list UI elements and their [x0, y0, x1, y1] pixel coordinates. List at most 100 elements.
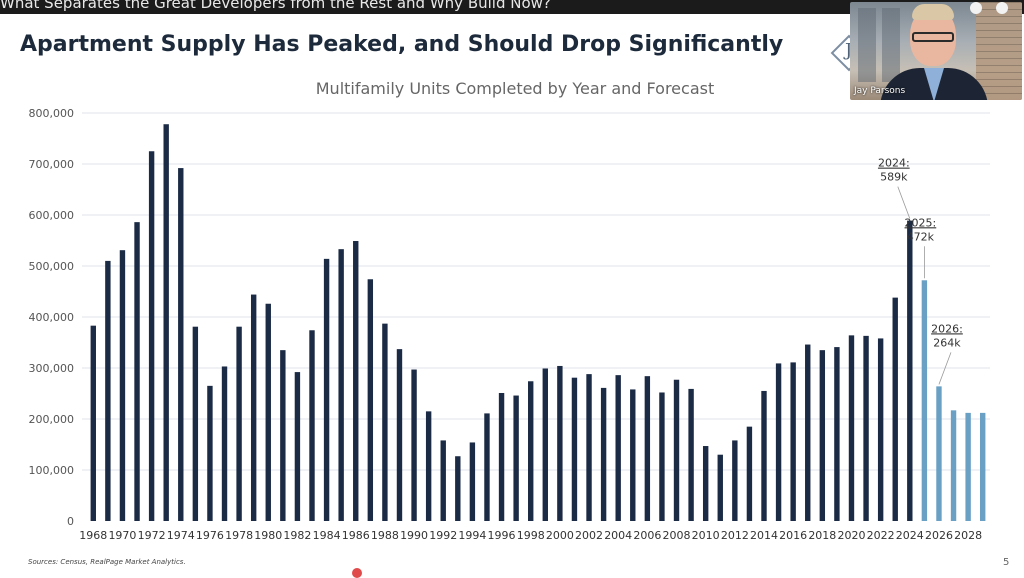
sources-note: Sources: Census, RealPage Market Analyti… [28, 558, 186, 566]
bar-1973 [163, 124, 169, 521]
x-tick-label: 2012 [721, 529, 749, 542]
x-tick-label: 1996 [488, 529, 516, 542]
x-tick-label: 2014 [750, 529, 778, 542]
clock-icon[interactable] [970, 2, 982, 14]
bar-2025 [921, 280, 928, 521]
y-axis-ticks: 0 100,000 200,000 300,000 400,000 500,000 600,… [29, 107, 75, 528]
x-tick-label: 1976 [196, 529, 224, 542]
x-tick-label: 2018 [808, 529, 836, 542]
bar-chart: Multifamily Units Completed by Year and … [29, 79, 990, 542]
bars [90, 124, 986, 522]
x-tick-label: 1994 [458, 529, 486, 542]
bar-1978 [236, 326, 242, 521]
bar-2013 [746, 426, 753, 521]
x-tick-label: 2024 [896, 529, 924, 542]
annotation-value: 589k [880, 171, 908, 184]
bar-2017 [805, 344, 811, 521]
y-tick-label: 500,000 [29, 260, 75, 273]
annotation-year: 2024: [878, 157, 910, 170]
bar-2005 [630, 389, 636, 521]
x-tick-label: 2006 [633, 529, 661, 542]
presenter-webcam: Jay Parsons [850, 2, 1022, 100]
bar-1971 [134, 222, 140, 521]
bar-2027 [950, 410, 957, 521]
x-tick-label: 1988 [371, 529, 399, 542]
bar-2024 [907, 220, 913, 522]
bar-2000 [557, 365, 563, 521]
bar-2022 [877, 338, 884, 521]
bar-1983 [309, 330, 315, 521]
bar-1988 [382, 323, 388, 521]
bar-2014 [761, 390, 767, 521]
bar-2016 [790, 362, 796, 521]
x-tick-label: 2000 [546, 529, 574, 542]
bar-2009 [688, 388, 694, 521]
y-tick-label: 100,000 [29, 464, 75, 477]
x-tick-label: 2002 [575, 529, 603, 542]
x-tick-label: 1992 [429, 529, 457, 542]
bar-2023 [892, 297, 898, 521]
chart-title: Multifamily Units Completed by Year and … [316, 79, 714, 98]
x-tick-label: 1972 [138, 529, 166, 542]
x-tick-label: 1968 [79, 529, 107, 542]
presenter-name: Jay Parsons [854, 86, 906, 96]
y-tick-label: 0 [67, 515, 74, 528]
page-number: 5 [1003, 557, 1010, 568]
bar-1994 [469, 442, 476, 521]
webcam-controls[interactable] [958, 2, 1018, 16]
y-tick-label: 400,000 [29, 311, 75, 324]
bar-2029 [980, 412, 986, 521]
annotation-year: 2026: [931, 322, 963, 335]
bar-1969 [105, 260, 111, 521]
x-axis-ticks: 1968 1970 1972 1974 1976 1978 1980 1982 1984 1986… [79, 529, 982, 542]
annotation-leader-line [938, 352, 952, 385]
bar-1997 [513, 395, 519, 521]
x-tick-label: 1998 [517, 529, 545, 542]
video-title: What Separates the Great Developers from… [0, 0, 551, 12]
annotation-year: 2025: [905, 216, 937, 229]
x-tick-label: 2008 [663, 529, 691, 542]
company-logo-letter: J [845, 40, 853, 61]
bar-2006 [644, 376, 651, 521]
y-tick-label: 300,000 [29, 362, 75, 375]
bar-2004 [615, 375, 621, 521]
x-tick-label: 1980 [254, 529, 282, 542]
bar-1976 [207, 385, 213, 521]
y-tick-label: 600,000 [29, 209, 75, 222]
webcam-window [882, 8, 900, 82]
annotation-value: 472k [907, 230, 935, 243]
progress-dot-icon[interactable] [352, 568, 362, 578]
bar-1975 [192, 326, 199, 521]
webcam-window [858, 8, 876, 82]
bar-1979 [250, 294, 257, 521]
bar-1974 [178, 168, 184, 521]
bar-2026 [936, 386, 942, 521]
video-title-bar: What Separates the Great Developers from… [0, 0, 1024, 14]
share-icon[interactable] [996, 2, 1008, 14]
bar-2010 [702, 446, 709, 521]
bar-1996 [498, 392, 505, 521]
y-tick-label: 700,000 [29, 158, 75, 171]
bar-2019 [834, 347, 840, 521]
bar-1999 [542, 368, 548, 521]
x-tick-label: 2010 [692, 529, 720, 542]
bar-2008 [673, 379, 680, 521]
bar-1985 [338, 249, 344, 522]
annotation-leader-line [897, 186, 911, 219]
bar-1995 [484, 413, 490, 521]
bar-1998 [528, 381, 534, 521]
bar-1989 [396, 349, 403, 521]
x-tick-label: 2028 [954, 529, 982, 542]
x-tick-label: 1978 [225, 529, 253, 542]
x-tick-label: 1974 [167, 529, 195, 542]
bar-1980 [265, 303, 271, 521]
bar-1990 [411, 369, 417, 521]
bar-2003 [600, 387, 607, 521]
bar-2018 [819, 350, 826, 521]
slide-title: Apartment Supply Has Peaked, and Should … [20, 32, 784, 57]
bar-1993 [455, 456, 461, 521]
x-tick-label: 2022 [867, 529, 895, 542]
bar-2007 [659, 392, 665, 521]
bar-1981 [280, 350, 286, 521]
presenter-hair [912, 4, 954, 20]
